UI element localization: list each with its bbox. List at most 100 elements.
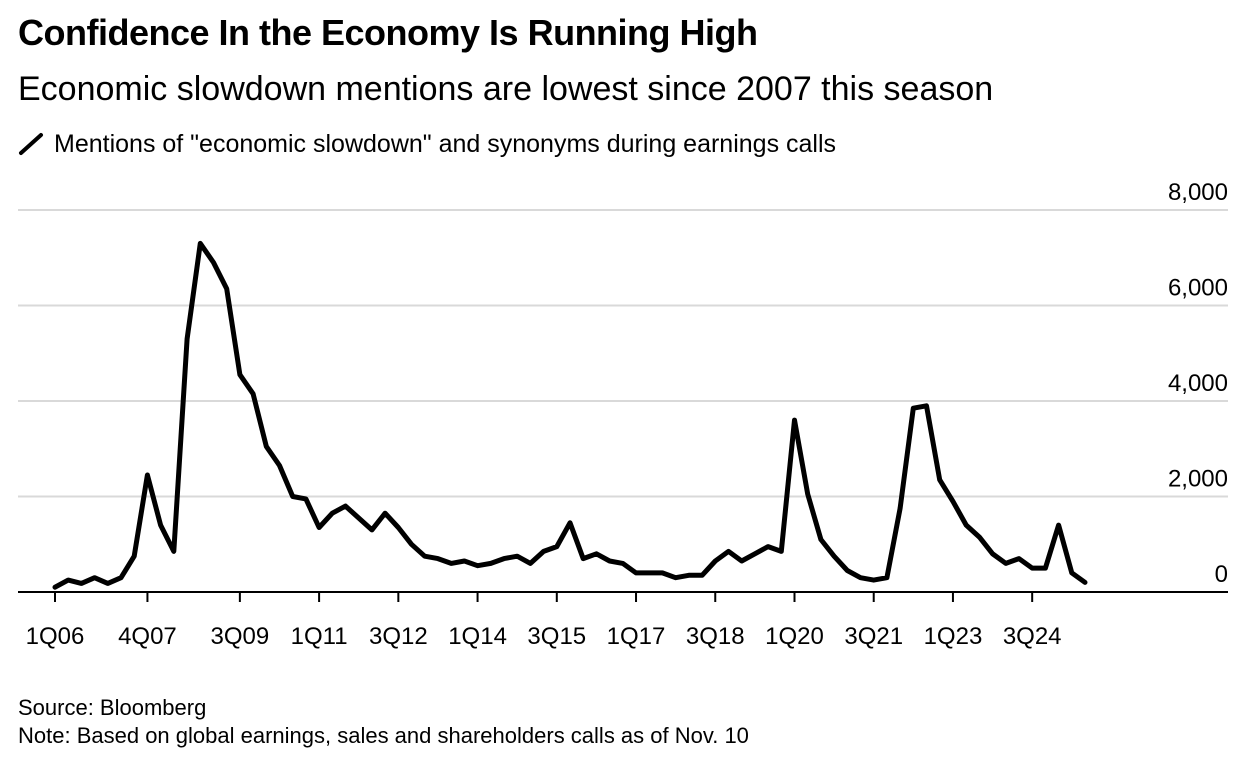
- data-point: [119, 575, 124, 580]
- data-point: [237, 372, 242, 377]
- data-point: [224, 286, 229, 291]
- data-point: [607, 558, 612, 563]
- line-chart: 0 2,000 4,000 6,000 8,000 1Q06 4Q07 3Q09 1Q11 3Q…: [18, 179, 1228, 650]
- data-point: [766, 544, 771, 549]
- legend-line-icon: [18, 131, 44, 157]
- data-point: [462, 558, 467, 563]
- data-point: [858, 575, 863, 580]
- data-point: [634, 570, 639, 575]
- data-point: [158, 523, 163, 528]
- data-point: [1083, 580, 1088, 585]
- data-point: [1016, 556, 1021, 561]
- data-point: [66, 578, 71, 583]
- data-point: [303, 496, 308, 501]
- legend-label: Mentions of "economic slowdown" and syno…: [54, 129, 837, 158]
- data-point: [871, 578, 876, 583]
- data-point: [845, 568, 850, 573]
- data-point: [726, 549, 731, 554]
- data-point: [937, 477, 942, 482]
- data-point: [251, 391, 256, 396]
- data-point: [620, 561, 625, 566]
- y-tick-label: 0: [1215, 561, 1228, 588]
- x-tick-label: 1Q20: [765, 623, 824, 650]
- data-point: [515, 554, 520, 559]
- data-point: [383, 511, 388, 516]
- series-line: [52, 240, 1088, 590]
- data-point: [1030, 566, 1035, 571]
- data-point: [317, 525, 322, 530]
- data-point: [171, 549, 176, 554]
- data-point: [898, 506, 903, 511]
- legend: Mentions of "economic slowdown" and syno…: [18, 127, 836, 161]
- data-point: [211, 260, 216, 265]
- data-point: [488, 561, 493, 566]
- data-point: [950, 499, 955, 504]
- x-axis-ticks: 1Q06 4Q07 3Q09 1Q11 3Q12 1Q14 3Q15 1Q17 3Q18 1Q20…: [26, 592, 1062, 650]
- data-point: [53, 585, 58, 590]
- data-point: [369, 527, 374, 532]
- data-point: [541, 549, 546, 554]
- data-point: [330, 511, 335, 516]
- x-tick-label: 3Q09: [211, 623, 270, 650]
- data-point: [752, 551, 757, 556]
- data-point: [435, 556, 440, 561]
- chart-subtitle: Economic slowdown mentions are lowest si…: [18, 70, 994, 108]
- data-point: [660, 570, 665, 575]
- data-point: [501, 556, 506, 561]
- data-point: [409, 542, 414, 547]
- data-point: [1003, 561, 1008, 566]
- data-point: [105, 581, 110, 586]
- data-point: [647, 570, 652, 575]
- data-point: [568, 520, 573, 525]
- data-point: [964, 523, 969, 528]
- data-point: [700, 573, 705, 578]
- data-point: [92, 575, 97, 580]
- y-tick-label: 2,000: [1168, 466, 1228, 493]
- data-point: [713, 558, 718, 563]
- data-point: [145, 473, 150, 478]
- x-tick-label: 1Q17: [607, 623, 666, 650]
- x-tick-label: 1Q23: [924, 623, 983, 650]
- x-tick-label: 4Q07: [118, 623, 177, 650]
- data-point: [356, 515, 361, 520]
- data-point: [673, 575, 678, 580]
- chart-title: Confidence In the Economy Is Running Hig…: [18, 12, 758, 53]
- data-point: [832, 554, 837, 559]
- data-point: [79, 581, 84, 586]
- data-point: [805, 492, 810, 497]
- data-point: [132, 554, 137, 559]
- data-point: [779, 549, 784, 554]
- y-axis-ticks: 0 2,000 4,000 6,000 8,000: [1168, 179, 1228, 588]
- data-point: [343, 504, 348, 509]
- data-point: [277, 463, 282, 468]
- data-point: [528, 561, 533, 566]
- data-point: [1043, 566, 1048, 571]
- data-point: [422, 554, 427, 559]
- y-tick-label: 8,000: [1168, 179, 1228, 206]
- data-point: [475, 563, 480, 568]
- data-point: [449, 561, 454, 566]
- data-point: [264, 444, 269, 449]
- y-tick-label: 6,000: [1168, 275, 1228, 302]
- data-point: [792, 418, 797, 423]
- x-tick-label: 3Q18: [686, 623, 745, 650]
- data-point: [990, 551, 995, 556]
- x-tick-label: 3Q24: [1003, 623, 1062, 650]
- data-point: [290, 494, 295, 499]
- y-tick-label: 4,000: [1168, 370, 1228, 397]
- data-point: [581, 556, 586, 561]
- data-point: [911, 406, 916, 411]
- data-point: [1069, 570, 1074, 575]
- data-point: [884, 575, 889, 580]
- x-tick-label: 3Q12: [369, 623, 428, 650]
- data-point: [185, 336, 190, 341]
- data-point: [977, 535, 982, 540]
- data-point: [739, 558, 744, 563]
- x-tick-label: 1Q11: [291, 623, 348, 650]
- source-note: Source: Bloomberg: [18, 695, 207, 720]
- x-tick-label: 1Q14: [448, 623, 507, 650]
- x-tick-label: 1Q06: [26, 623, 85, 650]
- footnote: Note: Based on global earnings, sales an…: [18, 723, 749, 748]
- data-point: [594, 551, 599, 556]
- x-tick-label: 3Q21: [844, 623, 903, 650]
